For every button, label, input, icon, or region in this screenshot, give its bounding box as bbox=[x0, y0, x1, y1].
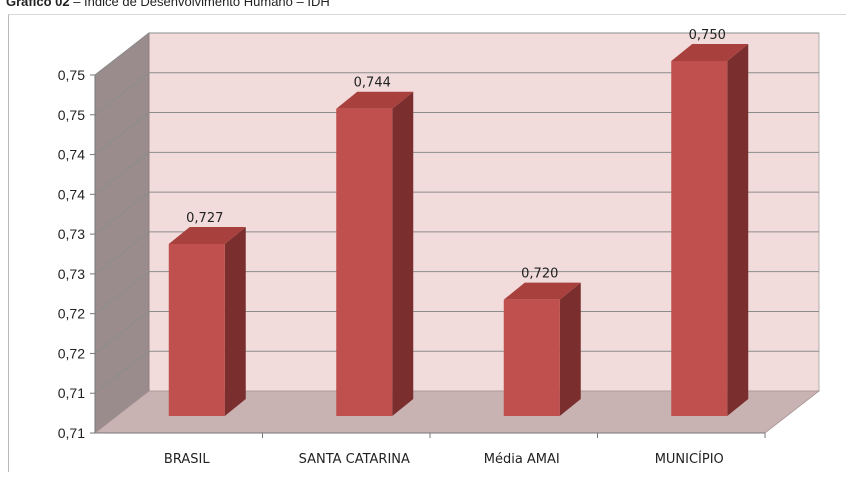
y-tick-label: 0,73 bbox=[58, 266, 85, 282]
y-tick-label: 0,74 bbox=[58, 186, 85, 202]
data-label: 0,750 bbox=[689, 28, 726, 43]
x-tick-label: Média AMAI bbox=[484, 452, 560, 467]
bar-top bbox=[503, 282, 581, 300]
left-wall bbox=[94, 32, 150, 434]
bar-top bbox=[336, 91, 414, 109]
gridlines bbox=[94, 32, 819, 394]
bar-side bbox=[224, 226, 246, 416]
figure-title-prefix: Gráfico 02 bbox=[6, 0, 70, 9]
bar bbox=[671, 61, 728, 416]
gridline bbox=[94, 350, 819, 394]
figure-title: Gráfico 02 – Índice de Desenvolvimento H… bbox=[6, 0, 330, 9]
gridline bbox=[94, 112, 819, 155]
bar-side bbox=[559, 282, 581, 416]
y-tick-label: 0,75 bbox=[58, 107, 85, 123]
data-label: 0,727 bbox=[186, 211, 223, 226]
y-tick-label: 0,71 bbox=[58, 385, 85, 401]
y-tick-label: 0,74 bbox=[58, 147, 85, 163]
bar-side bbox=[392, 91, 414, 416]
axes bbox=[90, 74, 766, 438]
gridline bbox=[94, 271, 819, 315]
x-tick-label: MUNICÍPIO bbox=[655, 451, 724, 467]
data-label: 0,744 bbox=[354, 76, 391, 91]
bar bbox=[336, 108, 393, 416]
gridline bbox=[94, 151, 819, 195]
gridline bbox=[94, 32, 819, 76]
x-tick-label: SANTA CATARINA bbox=[299, 452, 410, 467]
bar-top bbox=[168, 226, 246, 244]
y-tick-label: 0,72 bbox=[58, 306, 85, 322]
x-tick-label: BRASIL bbox=[164, 452, 210, 467]
labels: 0,71 0,71 0,72 0,72 0,73 0,73 0,74 0,74 0,75 0,75… bbox=[58, 28, 726, 467]
y-tick-label: 0,75 bbox=[58, 67, 85, 83]
gridline bbox=[94, 191, 819, 235]
y-tick-label: 0,73 bbox=[58, 226, 85, 242]
gridline bbox=[94, 310, 819, 354]
bar bbox=[168, 243, 225, 416]
gridline bbox=[94, 231, 819, 275]
gridline bbox=[94, 72, 819, 116]
bars bbox=[168, 44, 749, 416]
data-label: 0,720 bbox=[521, 267, 558, 282]
y-tick-label: 0,72 bbox=[58, 345, 85, 361]
bar-top bbox=[671, 44, 749, 61]
bar-side bbox=[727, 44, 749, 416]
bar bbox=[503, 299, 560, 416]
figure-title-text: – Índice de Desenvolvimento Humano – IDH bbox=[69, 0, 330, 9]
chart-frame bbox=[8, 14, 846, 472]
chart-walls bbox=[93, 32, 821, 434]
y-tick-label: 0,71 bbox=[58, 425, 85, 441]
